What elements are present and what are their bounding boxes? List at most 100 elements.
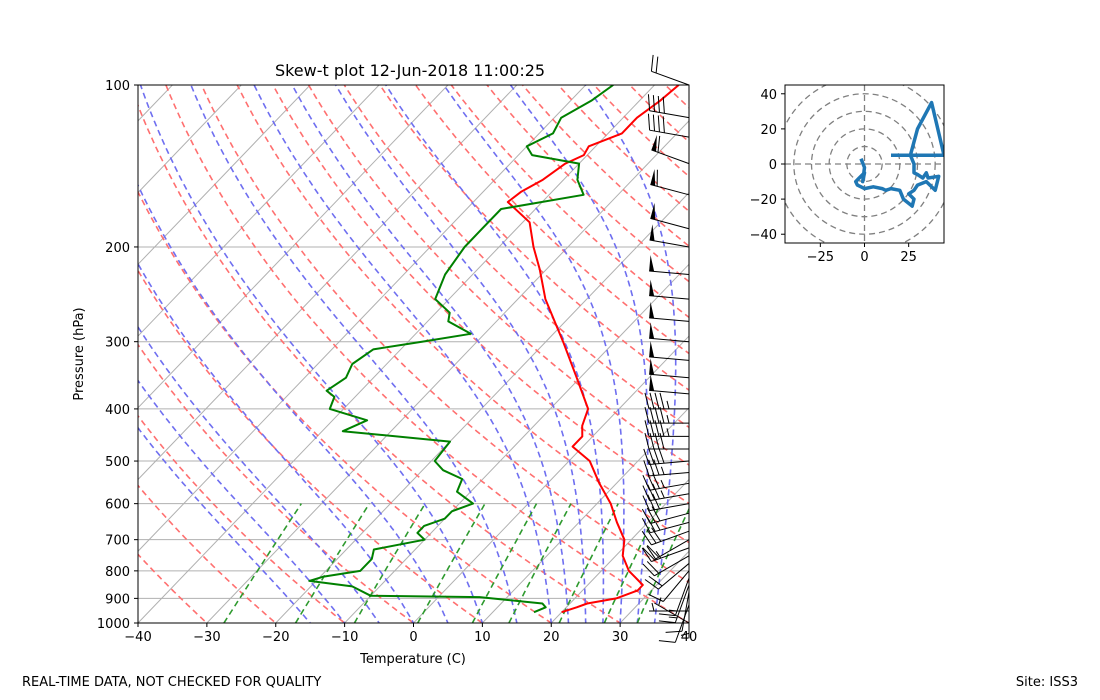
wind-barb-pennant — [649, 224, 655, 241]
wind-barb-pennant — [649, 255, 655, 272]
dry-adiabat-line — [307, 85, 689, 467]
dry-adiabat-line — [138, 103, 622, 623]
wind-barb-feather — [652, 483, 660, 500]
wind-barb — [641, 506, 690, 525]
wind-barb-feather — [642, 474, 651, 491]
wind-barb-feather — [652, 493, 660, 510]
moist-adiabat-line — [291, 85, 570, 623]
wind-barb-shaft — [649, 356, 690, 361]
hodograph-y-tick-label: −20 — [750, 193, 777, 208]
wind-barb — [649, 340, 690, 361]
wind-barb-shaft — [649, 389, 690, 395]
isotherm-line — [688, 622, 689, 623]
wind-barb-feather — [649, 392, 655, 410]
wind-barb-feather — [646, 507, 656, 523]
wind-barb-shaft — [649, 270, 690, 275]
wind-barb-pennant — [650, 202, 656, 220]
wind-barb — [649, 374, 690, 395]
wind-barb-pennant — [649, 279, 655, 297]
dewpoint-profile-line — [308, 85, 614, 614]
wind-barb-feather — [641, 530, 652, 546]
wind-barb-feather — [658, 640, 676, 643]
wind-barb — [644, 392, 689, 410]
moist-adiabat-line — [335, 85, 587, 623]
mixing-ratio-line — [603, 503, 662, 623]
wind-barb-feather — [644, 420, 650, 437]
hodograph-y-tick-label: 20 — [760, 123, 777, 138]
wind-barb-half-feather — [666, 428, 670, 437]
moist-adiabat-line — [138, 325, 381, 623]
wind-barb-half-feather — [668, 616, 678, 619]
mixing-ratio-line — [294, 503, 370, 623]
skewt-title: Skew-t plot 12-Jun-2018 11:00:25 — [275, 61, 545, 80]
wind-barb-feather — [658, 613, 676, 617]
wind-barb-half-feather — [655, 522, 661, 531]
wind-barb-feather — [649, 406, 655, 424]
wind-barb-feather — [651, 506, 661, 522]
x-tick-label: −30 — [193, 630, 220, 645]
wind-barb — [641, 527, 690, 546]
wind-barb-shaft — [649, 493, 690, 502]
wind-barb-half-feather — [660, 479, 665, 488]
wind-barb-feather — [652, 95, 656, 112]
x-tick-label: 20 — [543, 630, 560, 645]
skewt-y-axis-label: Pressure (hPa) — [72, 307, 87, 400]
wind-barb-half-feather — [666, 414, 670, 424]
y-tick-label: 300 — [105, 336, 130, 351]
x-tick-label: 10 — [474, 630, 491, 645]
y-tick-label: 600 — [105, 498, 130, 513]
wind-barb-shaft — [649, 337, 690, 343]
wind-barb-half-feather — [668, 609, 678, 612]
wind-barb-pennant — [649, 374, 655, 391]
hodograph-y-tick-label: −40 — [750, 228, 777, 243]
wind-barb — [649, 279, 690, 300]
wind-barb-feather — [653, 447, 660, 464]
dry-adiabat-line — [138, 414, 346, 623]
dry-adiabat-line — [200, 85, 689, 584]
dry-adiabat-line — [343, 85, 689, 429]
wind-barb-pennant — [649, 322, 655, 339]
wind-barb-shaft — [649, 503, 690, 512]
wind-barb — [642, 555, 690, 577]
wind-barb-feather — [651, 527, 662, 542]
temperature-profile-line — [506, 85, 680, 614]
wind-barb — [650, 202, 690, 230]
wind-barb-shaft — [650, 183, 690, 196]
wind-barb-shaft — [649, 239, 690, 248]
wind-barb-shaft — [662, 570, 690, 602]
wind-barb-pennant — [651, 134, 657, 152]
wind-barb — [649, 602, 689, 612]
wind-barb — [644, 563, 690, 590]
wind-barb-shaft — [649, 482, 690, 491]
wind-barb-pennant — [650, 169, 656, 186]
wind-barb — [649, 255, 690, 275]
dry-adiabat-line — [521, 85, 689, 248]
wind-barb — [641, 545, 690, 563]
wind-barb — [649, 322, 690, 343]
wind-barb-feather — [648, 459, 655, 476]
isotherm-line — [138, 85, 311, 266]
isotherm-line — [138, 85, 518, 481]
wind-barb-feather — [642, 485, 651, 501]
wind-barb-half-feather — [660, 490, 665, 499]
wind-barb-shaft — [674, 604, 690, 643]
hodograph-x-tick-label: 25 — [900, 250, 917, 265]
wind-barb-shaft — [658, 563, 690, 590]
wind-barb — [643, 459, 690, 477]
wind-barb-half-feather — [680, 632, 690, 636]
wind-barb-feather — [644, 579, 659, 590]
wind-barb-feather — [654, 392, 660, 410]
wind-barb-feather — [650, 54, 654, 72]
wind-barb — [650, 169, 690, 196]
wind-barb — [649, 301, 690, 322]
wind-barb-shaft — [650, 217, 690, 230]
wind-barb-feather — [648, 593, 664, 602]
dry-adiabat-line — [592, 85, 689, 178]
wind-barb-feather — [648, 448, 655, 465]
wind-barb — [649, 358, 690, 379]
wind-barb-half-feather — [666, 400, 670, 410]
wind-barb — [658, 604, 690, 643]
moist-adiabat-line — [138, 379, 346, 623]
wind-barb-half-feather — [651, 602, 655, 612]
